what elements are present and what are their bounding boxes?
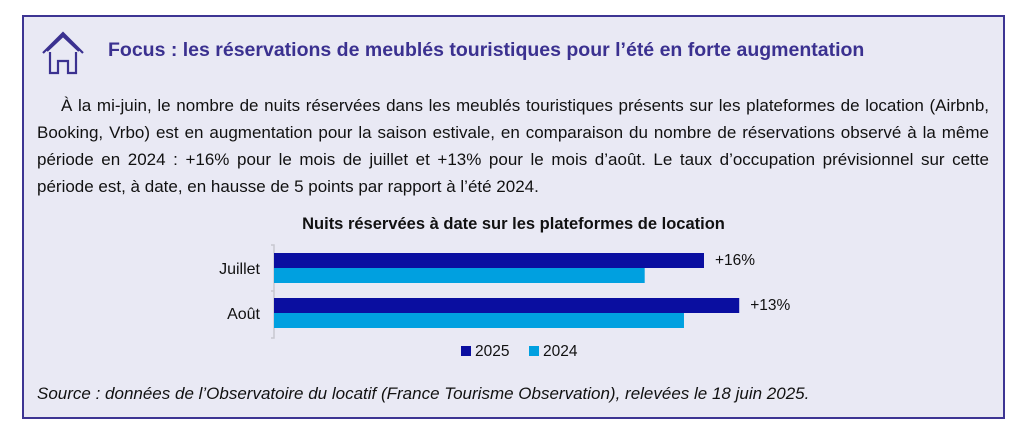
body-paragraph: À la mi-juin, le nombre de nuits réservé… <box>37 96 989 196</box>
focus-box: Focus : les réservations de meublés tour… <box>22 15 1005 419</box>
house-icon <box>42 31 84 75</box>
category-label-juillet: Juillet <box>219 261 260 278</box>
bar-chart: Juillet +16% Août +13% 2025 2024 <box>219 244 791 360</box>
legend-label-2024: 2024 <box>543 343 578 360</box>
data-label-1: +13% <box>750 297 790 314</box>
focus-title: Focus : les réservations de meublés tour… <box>108 39 865 61</box>
legend-swatch-2024 <box>529 346 539 356</box>
bar-2024-1 <box>274 313 684 328</box>
bar-2025-1 <box>274 298 740 313</box>
chart-title: Nuits réservées à date sur les plateform… <box>302 215 725 233</box>
category-label-août: Août <box>227 306 260 323</box>
bar-2024-0 <box>274 268 645 283</box>
bar-2025-0 <box>274 253 704 268</box>
legend-swatch-2025 <box>461 346 471 356</box>
data-label-0: +16% <box>715 252 755 269</box>
category-axis <box>271 244 275 339</box>
legend-label-2025: 2025 <box>475 343 509 360</box>
source-note: Source : données de l’Observatoire du lo… <box>37 384 810 403</box>
